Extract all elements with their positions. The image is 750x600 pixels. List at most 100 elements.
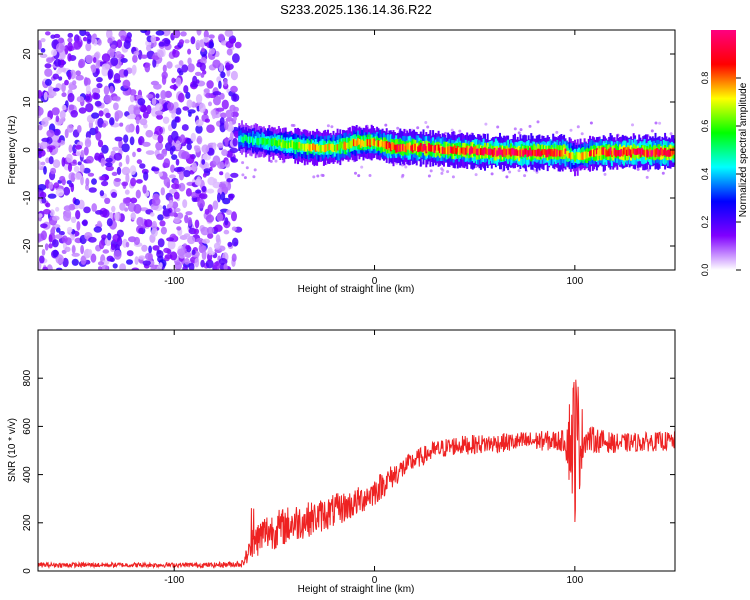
- spectrogram-noise-cell: [103, 85, 110, 96]
- spectrogram-ridge-cell: [496, 150, 499, 157]
- spectrogram-noise-cell: [193, 228, 200, 235]
- spectrogram-noise-cell: [46, 264, 53, 270]
- spectrogram-noise-cell: [195, 119, 204, 127]
- spectrogram-ridge-cell: [388, 141, 391, 149]
- spectrogram-noise-cell: [161, 30, 171, 37]
- spectrogram-ridge-cell: [414, 143, 417, 151]
- spectrogram-y-tick-label: -10: [22, 190, 33, 205]
- spectrogram-noise-cell: [91, 64, 97, 73]
- spectrogram-noise-cell: [98, 266, 103, 270]
- spectrogram-ridge-cell: [599, 149, 602, 156]
- spectrogram-noise-cell: [175, 207, 181, 213]
- spectrogram-ridge-cell: [408, 142, 411, 151]
- spectrogram-ridge-cell: [307, 144, 310, 151]
- spectrogram-ridge-cell: [578, 152, 581, 160]
- spectrogram-ridge-cell: [453, 145, 456, 153]
- spectrogram-ridge-cell: [305, 144, 308, 152]
- spectrogram-noise-cell: [84, 138, 92, 148]
- spectrogram-ridge-cell: [458, 147, 460, 155]
- spectrogram-noise-cell: [38, 261, 42, 270]
- spectrogram-ridge-cell: [438, 147, 441, 154]
- snr-panel: -100 0 100 0 200 400 600 800 Height of straigh…: [7, 329, 676, 595]
- spectrogram-noise-cell: [40, 223, 48, 229]
- spectrogram-noise-cell: [89, 127, 97, 136]
- spectrogram-ridge-cell: [595, 148, 598, 155]
- spectrogram-noise-cell: [146, 94, 154, 99]
- spectrogram-noise-cell: [130, 197, 138, 204]
- spectrogram-ridge-cell: [339, 142, 342, 149]
- spectrogram-ridge-cell: [568, 152, 571, 159]
- spectrogram-noise-cell: [208, 47, 216, 55]
- spectrogram-ridge-cell: [406, 143, 409, 150]
- spectrogram-noise-cell: [182, 199, 188, 209]
- spectrogram-ridge-cell: [273, 137, 276, 146]
- spectrogram-ridge-cell: [243, 134, 246, 142]
- spectrogram-noise-cell: [195, 189, 202, 194]
- spectrogram-ridge-cell: [358, 139, 361, 145]
- spectrogram-ridge-cell: [519, 149, 522, 157]
- spectrogram-noise-cell: [144, 219, 153, 228]
- spectrogram-noise-cell: [218, 183, 227, 189]
- spectrogram-ridge-cell: [636, 148, 639, 155]
- spectrogram-noise-cell: [187, 63, 195, 73]
- spectrogram-noise-cell: [172, 101, 179, 109]
- spectrogram-ridge-cell: [651, 149, 654, 156]
- spectrogram-noise-cell: [72, 159, 77, 164]
- spectrogram-noise-cell: [188, 262, 195, 270]
- spectrogram-noise-cell: [230, 158, 239, 163]
- spectrogram-noise-cell: [111, 191, 117, 198]
- spectrogram-ridge-cell: [445, 146, 448, 154]
- spectrogram-noise-cell: [195, 124, 203, 134]
- spectrogram-noise-cell: [75, 144, 83, 150]
- spectrogram-noise-cell: [111, 171, 118, 176]
- spectrogram-noise-cell: [46, 129, 55, 138]
- spectrogram-noise-cell: [154, 125, 163, 136]
- spectrogram-ridge-cell: [269, 138, 272, 145]
- spectrogram-ridge-cell: [369, 139, 372, 147]
- spectrogram-ridge-cell: [459, 147, 462, 155]
- spectrogram-noise-cell: [126, 250, 134, 257]
- spectrogram-y-tick-label: 0: [22, 147, 33, 153]
- spectrogram-noise-cell: [133, 106, 141, 116]
- spectrogram-speckle: [658, 121, 662, 125]
- spectrogram-speckle: [440, 171, 444, 175]
- spectrogram-noise-cell: [96, 83, 103, 89]
- spectrogram-noise-cell: [58, 76, 63, 81]
- spectrogram-noise-cell: [190, 36, 196, 45]
- spectrogram-noise-cell: [228, 194, 234, 201]
- spectrogram-speckle: [589, 121, 593, 125]
- spectrogram-noise-cell: [56, 267, 63, 270]
- spectrogram-noise-cell: [119, 122, 124, 127]
- spectrogram-noise-cell: [110, 243, 116, 251]
- spectrogram-noise-cell: [232, 137, 238, 147]
- spectrogram-noise-cell: [129, 165, 137, 176]
- spectrogram-noise-cell: [162, 64, 167, 73]
- spectrogram-ridge-cell: [507, 147, 510, 156]
- spectrogram-ridge-cell: [520, 148, 523, 156]
- spectrogram-noise-cell: [67, 92, 75, 103]
- spectrogram-ridge-cell: [670, 148, 673, 157]
- spectrogram-ridge-cell: [343, 141, 346, 150]
- spectrogram-noise-cell: [116, 39, 123, 49]
- spectrogram-noise-cell: [207, 176, 216, 186]
- spectrogram-noise-cell: [229, 38, 236, 43]
- spectrogram-ridge-cell: [283, 140, 286, 149]
- spectrogram-ridge-cell: [422, 144, 425, 152]
- spectrogram-noise-cell: [135, 116, 140, 125]
- spectrogram-noise-cell: [206, 124, 215, 133]
- spectrogram-ridge-cell: [497, 147, 500, 156]
- spectrogram-noise-cell: [228, 120, 233, 131]
- spectrogram-noise-cell: [114, 178, 122, 182]
- spectrogram-ridge-cell: [499, 147, 501, 155]
- spectrogram-ridge-cell: [363, 140, 366, 147]
- spectrogram-ridge-cell: [317, 145, 320, 152]
- spectrogram-ridge-cell: [571, 151, 574, 159]
- spectrogram-ridge-cell: [645, 149, 647, 156]
- spectrogram-noise-cell: [129, 89, 137, 96]
- spectrogram-noise-cell: [231, 253, 237, 262]
- spectrogram-ridge-cell: [610, 150, 613, 157]
- spectrogram-noise-cell: [163, 102, 169, 111]
- spectrogram-noise-cell: [205, 259, 214, 269]
- spectrogram-noise-cell: [136, 216, 144, 227]
- spectrogram-noise-cell: [168, 200, 174, 207]
